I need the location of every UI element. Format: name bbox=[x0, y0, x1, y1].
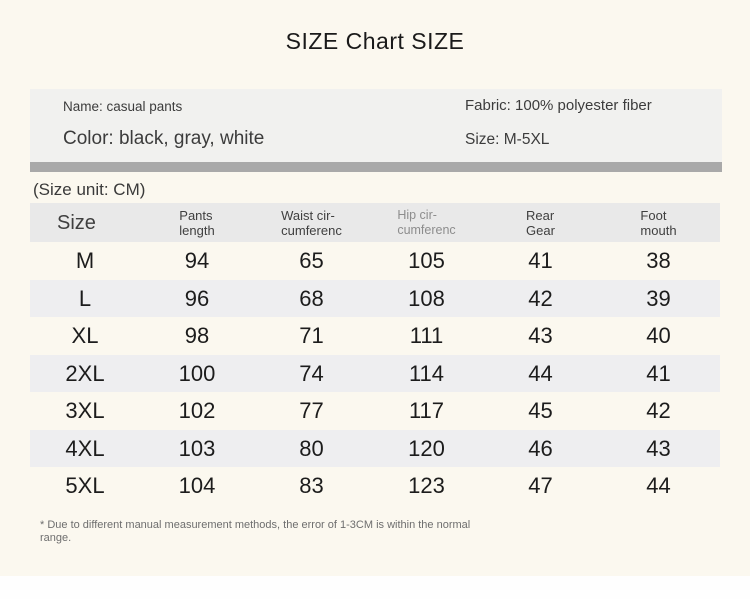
column-header-hip-circumference: Hip cir- cumferenc bbox=[397, 208, 455, 238]
bottom-white-band bbox=[0, 576, 750, 599]
column-header-line: cumferenc bbox=[281, 222, 342, 238]
hip-circumference-cell: 117 bbox=[408, 398, 445, 423]
rear-gear-cell: 44 bbox=[528, 360, 553, 386]
foot-mouth-cell: 43 bbox=[646, 435, 671, 461]
product-info-panel: Name: casual pants Color: black, gray, w… bbox=[30, 89, 722, 162]
table-row: 2XL 100 74 114 44 41 bbox=[30, 354, 720, 392]
table-row: L 96 68 108 42 39 bbox=[30, 279, 720, 317]
hip-circumference-cell: 123 bbox=[408, 473, 445, 498]
table-row: XL 98 71 111 43 40 bbox=[30, 317, 720, 355]
size-unit-note: (Size unit: CM) bbox=[33, 180, 146, 199]
page-title: SIZE Chart SIZE bbox=[285, 28, 465, 54]
hip-circumference-cell: 108 bbox=[408, 285, 445, 311]
foot-mouth-cell: 44 bbox=[646, 473, 671, 498]
waist-circumference-cell: 65 bbox=[299, 248, 324, 273]
pants-length-cell: 96 bbox=[184, 285, 210, 311]
size-cell: 4XL bbox=[65, 435, 105, 461]
pants-length-cell: 98 bbox=[184, 323, 210, 348]
column-header-line: Gear bbox=[526, 222, 555, 238]
column-header-foot-mouth: Foot mouth bbox=[640, 208, 676, 238]
hip-circumference-cell: 114 bbox=[408, 360, 445, 386]
column-header-line: mouth bbox=[640, 222, 677, 238]
pants-length-cell: 102 bbox=[178, 398, 216, 423]
hip-circumference-cell: 111 bbox=[409, 323, 444, 348]
size-cell: XL bbox=[71, 323, 99, 348]
rear-gear-cell: 47 bbox=[528, 473, 553, 498]
rear-gear-cell: 43 bbox=[528, 323, 553, 348]
foot-mouth-cell: 39 bbox=[646, 285, 671, 311]
size-table: Size Pants length Waist cir- cumferenc H… bbox=[30, 203, 720, 505]
hip-circumference-cell: 105 bbox=[408, 248, 445, 273]
panel-divider-bar bbox=[30, 162, 722, 172]
column-header-line: Foot bbox=[640, 207, 667, 223]
pants-length-cell: 104 bbox=[178, 473, 216, 498]
size-cell: L bbox=[78, 285, 92, 311]
waist-circumference-cell: 71 bbox=[299, 323, 324, 348]
column-header-line: Rear bbox=[526, 207, 555, 223]
waist-circumference-cell: 83 bbox=[299, 473, 324, 498]
column-header-line: Hip cir- bbox=[397, 207, 437, 222]
column-header-waist-circumference: Waist cir- cumferenc bbox=[281, 208, 342, 238]
measurement-disclaimer: * Due to different manual measurement me… bbox=[40, 519, 471, 544]
column-header-line: length bbox=[179, 222, 215, 238]
foot-mouth-cell: 40 bbox=[646, 323, 671, 348]
table-row: 5XL 104 83 123 47 44 bbox=[30, 467, 720, 505]
table-header-row: Size Pants length Waist cir- cumferenc H… bbox=[30, 203, 720, 242]
waist-circumference-cell: 74 bbox=[299, 360, 324, 386]
table-body: M 94 65 105 41 38 L 96 68 108 42 39 XL 9… bbox=[30, 242, 720, 505]
column-header-pants-length: Pants length bbox=[179, 208, 214, 238]
size-cell: 5XL bbox=[65, 473, 105, 498]
foot-mouth-cell: 42 bbox=[646, 398, 671, 423]
column-header-line: Pants bbox=[179, 207, 213, 223]
hip-circumference-cell: 120 bbox=[408, 435, 445, 461]
rear-gear-cell: 45 bbox=[528, 398, 553, 423]
waist-circumference-cell: 80 bbox=[299, 435, 324, 461]
table-row: 4XL 103 80 120 46 43 bbox=[30, 429, 720, 467]
size-cell: 2XL bbox=[65, 360, 105, 386]
table-row: M 94 65 105 41 38 bbox=[30, 242, 720, 280]
rear-gear-cell: 42 bbox=[528, 285, 553, 311]
pants-length-cell: 94 bbox=[184, 248, 210, 273]
pants-length-cell: 100 bbox=[178, 360, 216, 386]
waist-circumference-cell: 68 bbox=[299, 285, 324, 311]
product-size-range-label: Size: M-5XL bbox=[465, 131, 550, 148]
waist-circumference-cell: 77 bbox=[299, 398, 324, 423]
product-name-label: Name: casual pants bbox=[63, 99, 183, 114]
rear-gear-cell: 41 bbox=[528, 248, 553, 273]
pants-length-cell: 103 bbox=[178, 435, 216, 461]
rear-gear-cell: 46 bbox=[528, 435, 553, 461]
product-fabric-label: Fabric: 100% polyester fiber bbox=[465, 97, 652, 114]
foot-mouth-cell: 38 bbox=[646, 248, 671, 273]
foot-mouth-cell: 41 bbox=[646, 360, 671, 386]
column-header-line: cumferenc bbox=[397, 222, 456, 237]
column-header-size: Size bbox=[57, 211, 96, 234]
size-cell: M bbox=[75, 248, 95, 273]
column-header-line: Waist cir- bbox=[281, 207, 335, 223]
table-row: 3XL 102 77 117 45 42 bbox=[30, 392, 720, 430]
column-header-rear-gear: Rear Gear bbox=[526, 208, 555, 238]
size-cell: 3XL bbox=[65, 398, 105, 423]
product-color-label: Color: black, gray, white bbox=[63, 128, 265, 149]
